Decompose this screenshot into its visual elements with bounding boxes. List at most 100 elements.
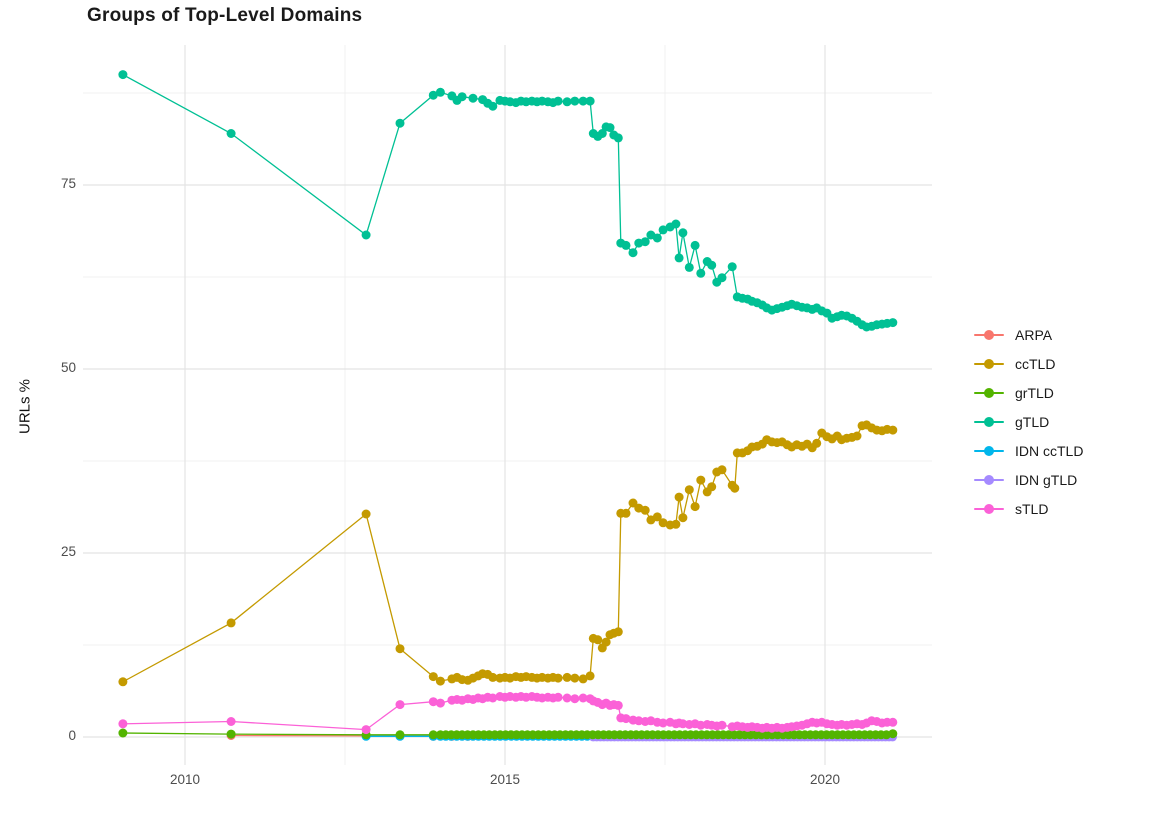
series-line-gtld: [122, 74, 893, 328]
legend-key-icon: [974, 355, 1004, 373]
legend-item-grtld: grTLD: [974, 378, 1083, 407]
legend-label: ARPA: [1015, 326, 1053, 343]
x-tick-label: 2010: [169, 772, 201, 787]
data-point-gtld: [727, 262, 737, 272]
data-point-cctld: [652, 512, 662, 522]
data-point-gtld: [696, 268, 706, 278]
legend-label: sTLD: [1015, 500, 1049, 517]
legend-label: IDN gTLD: [1015, 471, 1078, 488]
data-point-gtld: [553, 96, 563, 106]
data-point-gtld: [678, 228, 688, 238]
data-point-stld: [621, 714, 631, 724]
data-point-cctld: [553, 673, 563, 683]
legend-key-icon: [974, 384, 1004, 402]
data-point-gtld: [361, 230, 371, 240]
data-point-gtld: [428, 90, 438, 100]
data-point-gtld: [562, 97, 572, 107]
data-point-cctld: [621, 508, 631, 518]
data-point-cctld: [585, 671, 595, 681]
data-point-gtld: [652, 233, 662, 243]
data-point-gtld: [578, 96, 588, 106]
x-tick-label: 2015: [489, 772, 521, 787]
data-point-gtld: [468, 93, 478, 103]
data-point-gtld: [613, 133, 623, 143]
y-tick-label: 0: [68, 728, 76, 743]
data-point-stld: [613, 700, 623, 710]
y-tick-label: 25: [60, 544, 76, 559]
legend-label: grTLD: [1015, 384, 1054, 401]
legend-item-stld: sTLD: [974, 494, 1083, 523]
data-point-grtld: [888, 729, 898, 739]
data-point-stld: [578, 693, 588, 703]
data-point-cctld: [812, 438, 822, 448]
data-point-gtld: [640, 237, 650, 247]
data-point-grtld: [118, 728, 128, 738]
data-point-cctld: [428, 672, 438, 682]
data-point-gtld: [118, 70, 128, 80]
data-point-gtld: [658, 225, 668, 235]
data-point-cctld: [361, 509, 371, 519]
data-point-gtld: [690, 240, 700, 250]
legend-item-gtld: gTLD: [974, 407, 1083, 436]
data-point-gtld: [226, 129, 236, 138]
legend-key-icon: [974, 471, 1004, 489]
data-point-cctld: [593, 635, 603, 645]
legend-key-icon: [974, 326, 1004, 344]
data-point-stld: [888, 717, 898, 727]
data-point-stld: [488, 693, 498, 703]
legend-item-cctld: ccTLD: [974, 349, 1083, 378]
data-point-cctld: [888, 425, 898, 435]
data-point-stld: [553, 692, 563, 702]
data-point-gtld: [888, 318, 898, 328]
data-point-stld: [118, 719, 128, 729]
legend-item-arpa: ARPA: [974, 320, 1083, 349]
legend-item-idn-cctld: IDN ccTLD: [974, 436, 1083, 465]
data-point-cctld: [671, 519, 681, 529]
data-point-cctld: [395, 644, 405, 654]
data-point-stld: [562, 693, 572, 703]
data-point-cctld: [118, 677, 128, 687]
data-point-gtld: [597, 129, 607, 138]
data-point-cctld: [678, 513, 688, 523]
legend-key-icon: [974, 442, 1004, 460]
data-point-grtld: [395, 730, 405, 740]
data-point-cctld: [435, 676, 445, 686]
data-point-grtld: [428, 730, 438, 740]
data-point-cctld: [578, 674, 588, 684]
data-point-gtld: [435, 87, 445, 97]
data-point-gtld: [457, 92, 467, 102]
data-point-cctld: [613, 627, 623, 637]
data-point-gtld: [395, 118, 405, 128]
data-point-gtld: [570, 96, 580, 106]
data-point-grtld: [226, 729, 236, 739]
data-point-gtld: [605, 123, 615, 133]
data-point-stld: [570, 694, 580, 704]
data-point-cctld: [570, 673, 580, 683]
data-point-cctld: [488, 672, 498, 682]
data-point-cctld: [640, 505, 650, 515]
legend-key-icon: [974, 413, 1004, 431]
data-point-cctld: [690, 502, 700, 512]
data-point-gtld: [671, 219, 681, 229]
legend-label: IDN ccTLD: [1015, 442, 1084, 459]
legend-label: ccTLD: [1015, 355, 1056, 372]
data-point-stld: [361, 725, 371, 735]
y-tick-label: 50: [60, 360, 76, 375]
data-point-gtld: [684, 262, 694, 272]
data-point-cctld: [717, 465, 727, 475]
data-point-gtld: [717, 273, 727, 283]
data-point-gtld: [621, 240, 631, 250]
data-point-cctld: [562, 672, 572, 682]
data-point-gtld: [628, 248, 638, 258]
data-point-stld: [435, 698, 445, 708]
data-point-cctld: [226, 618, 236, 628]
data-point-cctld: [852, 431, 862, 441]
data-point-cctld: [658, 518, 668, 528]
data-point-cctld: [684, 485, 694, 495]
data-point-gtld: [674, 253, 684, 263]
y-tick-label: 75: [60, 176, 76, 191]
legend-label: gTLD: [1015, 413, 1050, 430]
data-point-stld: [717, 720, 727, 730]
data-point-cctld: [696, 475, 706, 485]
